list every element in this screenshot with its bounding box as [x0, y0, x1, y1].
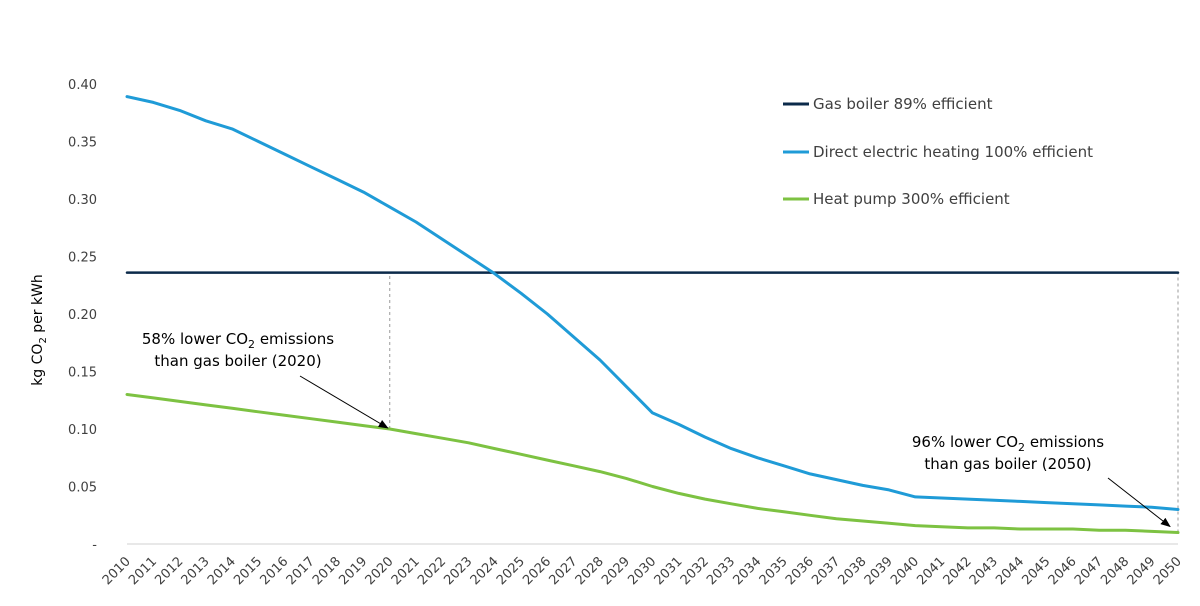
x-tick-label: 2013 [179, 554, 213, 588]
x-tick-label: 2042 [941, 554, 975, 588]
x-tick-label: 2032 [678, 554, 712, 588]
x-tick-label: 2041 [914, 554, 948, 588]
x-tick-label: 2019 [336, 554, 370, 588]
x-tick-label: 2014 [205, 554, 239, 588]
x-axis-ticks: 2010201120122013201420152016201720182019… [100, 554, 1185, 588]
series-line-direct-electric [125, 95, 1180, 511]
x-tick-label: 2029 [599, 554, 633, 588]
x-tick-label: 2022 [415, 554, 449, 588]
y-axis-label: kg CO2 per kWh [30, 274, 49, 386]
x-tick-label: 2048 [1098, 554, 1132, 588]
x-tick-label: 2018 [310, 554, 344, 588]
x-tick-label: 2038 [836, 554, 870, 588]
x-tick-label: 2015 [231, 554, 265, 588]
annotation-2020: 58% lower CO2 emissions than gas boiler … [142, 330, 389, 429]
x-tick-label: 2017 [284, 554, 318, 588]
x-tick-label: 2043 [967, 554, 1001, 588]
x-tick-label: 2023 [441, 554, 475, 588]
y-tick-label: 0.25 [68, 251, 97, 266]
x-tick-label: 2026 [520, 554, 554, 588]
legend-label-direct-electric: Direct electric heating 100% efficient [813, 143, 1093, 161]
y-tick-label: 0.40 [68, 78, 97, 93]
x-tick-label: 2037 [809, 554, 843, 588]
legend-label-gas-boiler: Gas boiler 89% efficient [813, 95, 993, 113]
annotation-2050-line2: than gas boiler (2050) [924, 455, 1091, 473]
reference-lines [389, 272, 1179, 533]
y-axis-ticks: - 0.05 0.10 0.15 0.20 0.25 0.30 0.35 0.40 [68, 78, 97, 553]
x-tick-label: 2024 [468, 554, 502, 588]
x-tick-label: 2040 [888, 554, 922, 588]
y-tick-label: 0.10 [68, 423, 97, 438]
x-tick-label: 2031 [652, 554, 686, 588]
x-tick-label: 2011 [126, 554, 160, 588]
x-tick-label: 2039 [862, 554, 896, 588]
x-tick-label: 2030 [625, 554, 659, 588]
x-tick-label: 2046 [1046, 554, 1080, 588]
x-tick-label: 2010 [100, 554, 134, 588]
x-tick-label: 2045 [1019, 554, 1053, 588]
annotation-2020-line2: than gas boiler (2020) [154, 352, 321, 370]
x-tick-label: 2020 [363, 554, 397, 588]
x-tick-label: 2016 [257, 554, 291, 588]
x-tick-label: 2034 [730, 554, 764, 588]
y-tick-label: 0.20 [68, 308, 97, 323]
y-tick-label: - [92, 538, 97, 553]
series-lines [125, 95, 1180, 534]
annotation-2050-line1: 96% lower CO2 emissions [912, 433, 1104, 454]
x-tick-label: 2047 [1072, 554, 1106, 588]
x-tick-label: 2036 [783, 554, 817, 588]
x-tick-label: 2028 [573, 554, 607, 588]
y-tick-label: 0.15 [68, 366, 97, 381]
y-tick-label: 0.35 [68, 136, 97, 151]
x-tick-label: 2033 [704, 554, 738, 588]
x-tick-label: 2027 [546, 554, 580, 588]
x-tick-label: 2044 [993, 554, 1027, 588]
x-tick-label: 2025 [494, 554, 528, 588]
x-tick-label: 2035 [757, 554, 791, 588]
legend: Gas boiler 89% efficient Direct electric… [783, 95, 1093, 208]
y-tick-label: 0.05 [68, 481, 97, 496]
x-tick-label: 2021 [389, 554, 423, 588]
y-tick-label: 0.30 [68, 193, 97, 208]
annotation-2020-line1: 58% lower CO2 emissions [142, 330, 334, 351]
x-tick-label: 2012 [152, 554, 186, 588]
series-line-heat-pump [125, 393, 1180, 534]
x-tick-label: 2050 [1151, 554, 1185, 588]
legend-label-heat-pump: Heat pump 300% efficient [813, 190, 1010, 208]
annotation-2050-arrow [1107, 477, 1171, 528]
x-tick-label: 2049 [1125, 554, 1159, 588]
annotation-2050: 96% lower CO2 emissions than gas boiler … [912, 433, 1171, 528]
annotation-2020-arrow [299, 375, 389, 429]
